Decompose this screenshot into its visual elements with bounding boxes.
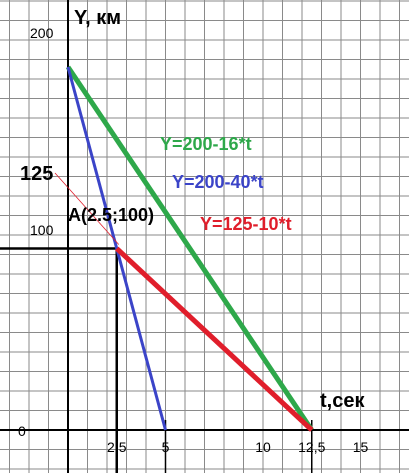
series-line <box>65 65 314 432</box>
y-axis-label: Y, км <box>74 7 121 29</box>
series-label: Y=125-10*t <box>200 214 292 234</box>
leader-line-125 <box>54 172 120 245</box>
series-line <box>115 246 314 432</box>
series-label: Y=200-40*t <box>172 172 264 192</box>
y-tick-label: 100 <box>30 222 54 238</box>
labels-group: 0 100 125 200 2,5 5 10 12,5 15 Y, км t,сек Y=200-16… <box>18 7 368 455</box>
x-tick-label: 5 <box>162 439 170 455</box>
y-tick-label: 0 <box>18 423 26 439</box>
x-tick-label: 12,5 <box>298 439 325 455</box>
x-tick-label: 10 <box>255 439 271 455</box>
x-axis-label: t,сек <box>320 390 365 412</box>
series-label: Y=200-16*t <box>160 134 252 154</box>
y-tick-label: 125 <box>20 163 53 185</box>
y-tick-label: 200 <box>30 25 54 41</box>
point-a-label: A(2.5;100) <box>68 205 154 225</box>
x-tick-label: 2,5 <box>107 439 127 455</box>
series-group <box>65 65 314 432</box>
x-tick-label: 15 <box>353 439 369 455</box>
